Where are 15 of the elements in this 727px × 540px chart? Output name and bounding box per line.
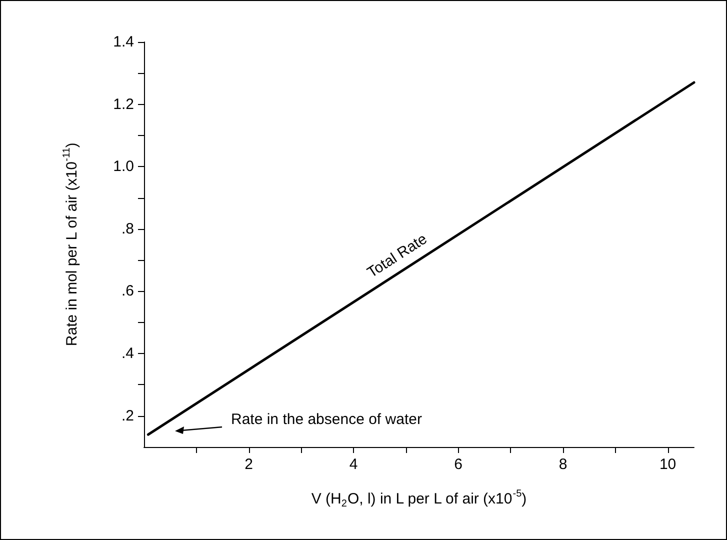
annotation: Rate in the absence of water xyxy=(231,411,422,428)
annotation: Total Rate xyxy=(364,230,430,282)
y-tick-label: .8 xyxy=(121,220,134,238)
y-tick-label: 1.4 xyxy=(113,34,134,50)
x-tick-label: 2 xyxy=(244,456,253,473)
x-tick-label: 8 xyxy=(558,456,568,473)
y-tick-label: 1.0 xyxy=(113,158,134,176)
y-tick-label: .2 xyxy=(121,407,134,424)
y-tick-label: .4 xyxy=(121,345,134,362)
x-tick-label: 10 xyxy=(659,456,676,473)
y-tick-label: 1.2 xyxy=(113,96,134,113)
y-tick-label: .6 xyxy=(121,282,134,300)
x-tick-label: 4 xyxy=(349,456,358,473)
x-tick-label: 6 xyxy=(454,456,462,473)
y-axis-title: Rate in mol per L of air (x10-11) xyxy=(62,142,80,346)
